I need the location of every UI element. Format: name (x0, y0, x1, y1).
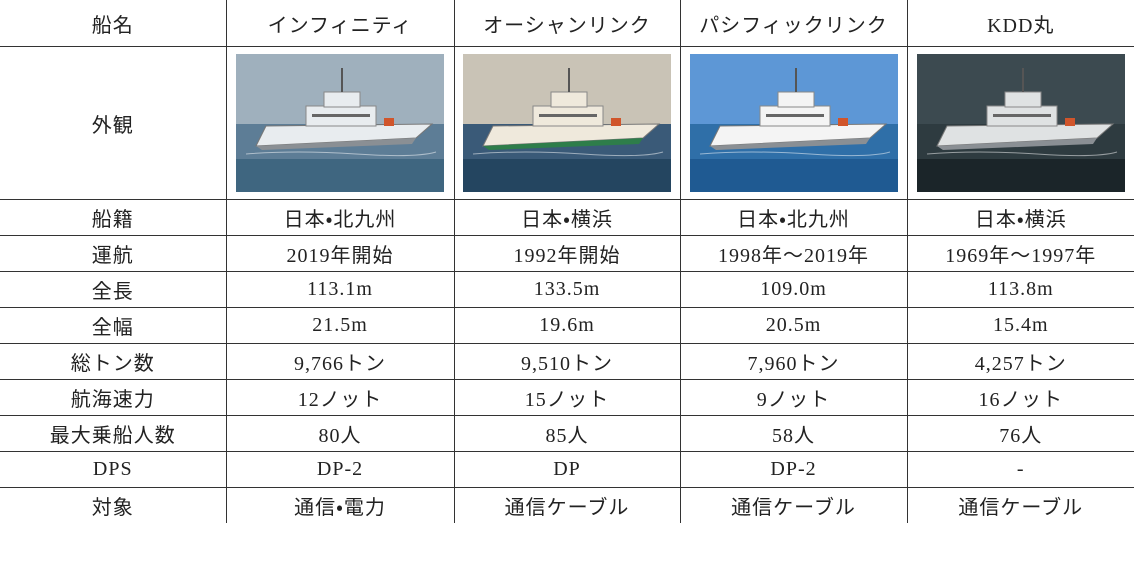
data-cell: DP (453, 451, 681, 488)
row-label: 総トン数 (0, 343, 227, 380)
row-label: DPS (0, 451, 227, 488)
data-row: 航海速力 12ノット 15ノット 9ノット 16ノット (0, 379, 1134, 416)
data-cell: 日本・横浜 (453, 199, 681, 236)
image-cell (679, 46, 908, 200)
header-cell: 船名 (0, 0, 227, 47)
data-cell: 9,510トン (453, 343, 681, 380)
data-cell: 113.1m (225, 271, 455, 308)
row-label: 外観 (0, 46, 227, 200)
image-cell (225, 46, 455, 200)
ship-photo (463, 54, 671, 192)
row-label: 全幅 (0, 307, 227, 344)
data-row: DPS DP-2 DP DP-2- (0, 451, 1134, 488)
data-row: 運航 2019年開始 1992年開始 1998年～2019年 1969年～1997年 (0, 235, 1134, 272)
row-label: 最大乗船人数 (0, 415, 227, 452)
row-label: 全長 (0, 271, 227, 308)
header-row: 船名 インフィニティ オーシャンリンク パシフィックリンク KDD丸 (0, 0, 1134, 47)
row-label: 運航 (0, 235, 227, 272)
data-cell: 12ノット (225, 379, 455, 416)
row-label: 船籍 (0, 199, 227, 236)
data-cell: 通信・電力 (225, 487, 455, 523)
data-cell: - (906, 451, 1134, 488)
data-cell: DP-2 (679, 451, 908, 488)
data-cell: 1969年～1997年 (906, 235, 1134, 272)
data-cell: 7,960トン (679, 343, 908, 380)
ship-photo (916, 54, 1125, 192)
ship-table: 船名 インフィニティ オーシャンリンク パシフィックリンク KDD丸 外観 (0, 0, 1134, 523)
data-cell: 日本・北九州 (225, 199, 455, 236)
data-cell: 20.5m (679, 307, 908, 344)
header-cell: インフィニティ (225, 0, 455, 47)
image-cell (453, 46, 681, 200)
data-cell: 4,257トン (906, 343, 1134, 380)
ship-photo (236, 54, 444, 192)
data-cell: 109.0m (679, 271, 908, 308)
data-cell: 日本・北九州 (679, 199, 908, 236)
data-cell: DP-2 (225, 451, 455, 488)
data-cell: 2019年開始 (225, 235, 455, 272)
data-row: 最大乗船人数 80人 85人 58人 76人 (0, 415, 1134, 452)
image-row: 外観 (0, 46, 1134, 200)
data-cell: 113.8m (906, 271, 1134, 308)
data-cell: 日本・横浜 (906, 199, 1134, 236)
data-cell: 85人 (453, 415, 681, 452)
table-body: 船名 インフィニティ オーシャンリンク パシフィックリンク KDD丸 外観 (0, 0, 1134, 523)
data-cell: 133.5m (453, 271, 681, 308)
data-cell: 21.5m (225, 307, 455, 344)
data-cell: 9ノット (679, 379, 908, 416)
data-row: 船籍 日本・北九州 日本・横浜 日本・北九州 日本・横浜 (0, 199, 1134, 236)
data-row: 対象 通信・電力 通信ケーブル 通信ケーブル 通信ケーブル (0, 487, 1134, 523)
data-row: 総トン数 9,766トン 9,510トン 7,960トン 4,257トン (0, 343, 1134, 380)
ship-photo (689, 54, 898, 192)
data-cell: 15.4m (906, 307, 1134, 344)
image-cell (906, 46, 1134, 200)
data-cell: 76人 (906, 415, 1134, 452)
data-cell: 80人 (225, 415, 455, 452)
row-label: 航海速力 (0, 379, 227, 416)
header-cell: オーシャンリンク (453, 0, 681, 47)
header-cell: パシフィックリンク (679, 0, 908, 47)
data-cell: 1992年開始 (453, 235, 681, 272)
data-cell: 15ノット (453, 379, 681, 416)
data-cell: 1998年～2019年 (679, 235, 908, 272)
data-row: 全長 113.1m 133.5m 109.0m 113.8m (0, 271, 1134, 308)
data-cell: 通信ケーブル (906, 487, 1134, 523)
data-cell: 58人 (679, 415, 908, 452)
data-row: 全幅 21.5m 19.6m 20.5m 15.4m (0, 307, 1134, 344)
data-cell: 通信ケーブル (453, 487, 681, 523)
data-cell: 通信ケーブル (679, 487, 908, 523)
header-cell: KDD丸 (906, 0, 1134, 47)
data-cell: 9,766トン (225, 343, 455, 380)
data-cell: 19.6m (453, 307, 681, 344)
row-label: 対象 (0, 487, 227, 523)
data-cell: 16ノット (906, 379, 1134, 416)
